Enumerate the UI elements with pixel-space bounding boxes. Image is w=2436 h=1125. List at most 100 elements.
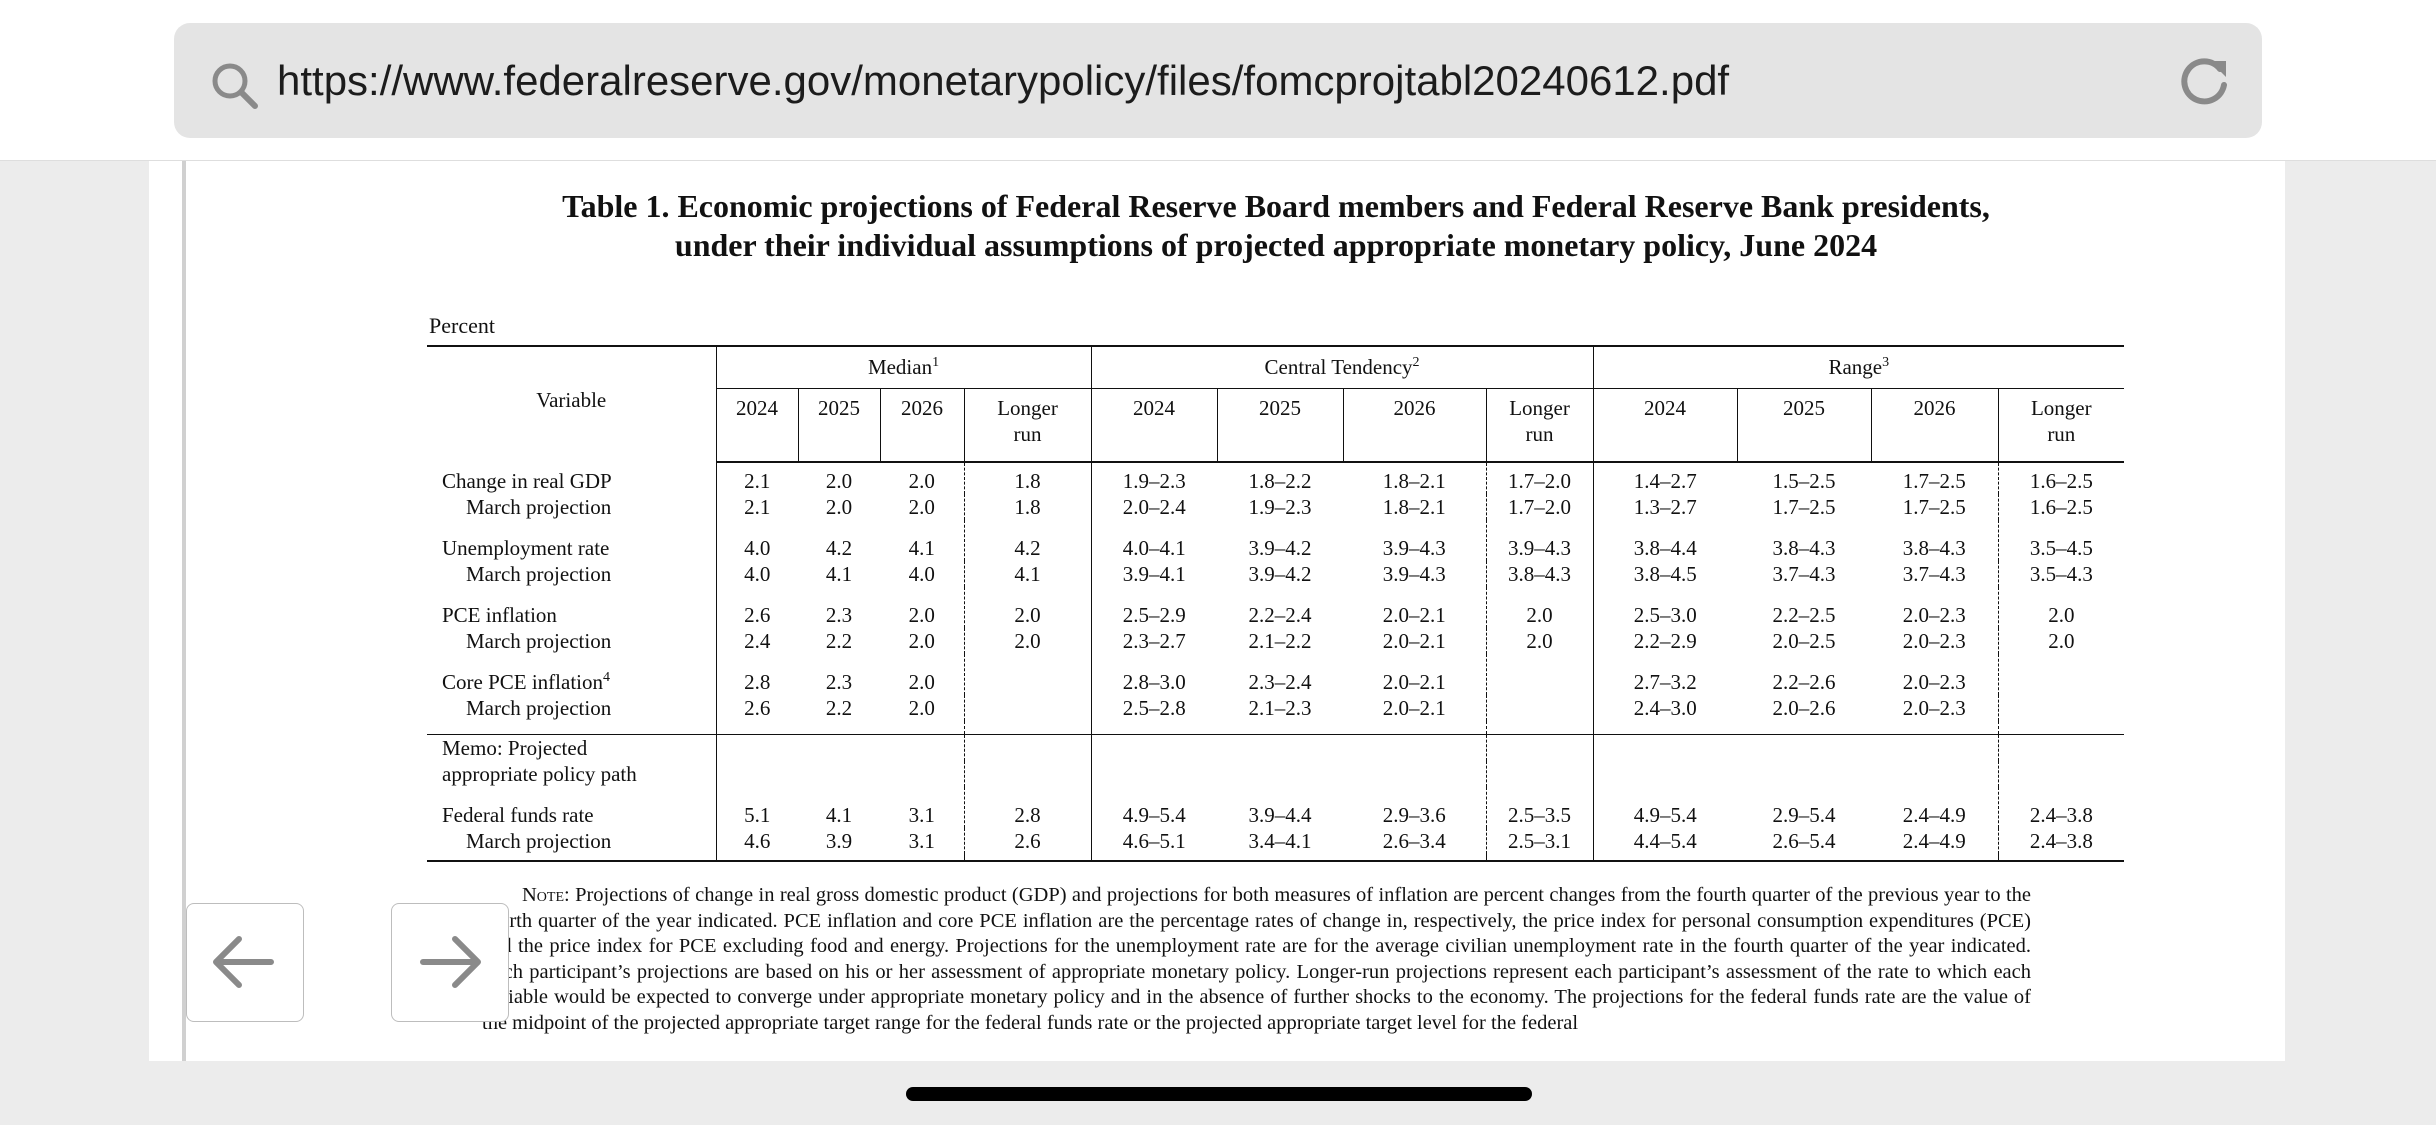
value-cell: 2.1 (715, 462, 798, 494)
column-name: 2024 (1133, 396, 1176, 420)
column-name: Longer run (1509, 396, 1570, 446)
back-button[interactable] (186, 903, 304, 1022)
spacer (1343, 721, 1486, 734)
spacer (880, 721, 964, 734)
group-header: Median1 (715, 346, 1092, 389)
value-cell: 2.0 (908, 696, 935, 720)
value-cell: 2.0 (1485, 587, 1594, 628)
url-text[interactable]: https://www.federalreserve.gov/monetaryp… (277, 57, 1730, 104)
group-name: Median (867, 355, 933, 379)
column-header: Longer run (1485, 388, 1594, 463)
value-cell: 2.8 (963, 786, 1092, 828)
value-cell: 3.8–4.3 (1902, 536, 1966, 560)
value-cell: 3.9–4.4 (1248, 802, 1312, 827)
note-lead: Note: (522, 884, 570, 906)
value-cell: 4.1 (825, 802, 853, 827)
value-cell: 1.8 (963, 494, 1092, 520)
value-cell: 2.3–2.4 (1248, 670, 1312, 694)
empty-cell (798, 733, 880, 761)
value-cell: 3.9–4.2 (1248, 562, 1312, 586)
value-cell: 2.0–2.3 (1902, 696, 1966, 720)
value-cell: 2.5–3.0 (1592, 587, 1738, 628)
spacer (1997, 853, 2125, 861)
empty-cell (1485, 733, 1594, 761)
empty-cell (715, 760, 798, 787)
column-name: 2026 (901, 396, 943, 420)
spacer-row (427, 721, 2125, 734)
value-cell: 2.0–2.1 (1382, 603, 1446, 627)
value-cell: 2.0–2.1 (1382, 696, 1446, 720)
column-name: Longer run (997, 396, 1058, 446)
value-cell: 1.5–2.5 (1772, 469, 1836, 493)
row-label-text: Unemployment rate (442, 536, 610, 560)
value-cell: 1.7–2.5 (1902, 495, 1966, 519)
forward-button[interactable] (391, 903, 509, 1022)
value-cell: 2.0 (1997, 587, 2125, 628)
note-text: Projections of change in real gross dome… (482, 884, 2031, 1034)
footnote-mark: 3 (1882, 355, 1890, 370)
empty-cell (1090, 733, 1218, 761)
table-header: Variable Median1 Central Tendency2 Range3 20… (427, 346, 2125, 463)
value-cell: 2.1–2.2 (1248, 629, 1312, 653)
column-header: Longer run (1997, 388, 2125, 463)
reload-button[interactable] (2178, 55, 2232, 109)
spacer (1871, 721, 1998, 734)
empty-cell (1997, 760, 2125, 787)
table-row: PCE inflation 2.6 2.3 2.0 2.0 2.5–2.9 2.2–2.4 2… (427, 587, 2125, 628)
spacer (1592, 853, 1738, 861)
spacer (715, 721, 798, 734)
row-label: March projection (427, 828, 716, 854)
value-cell: 3.4–4.1 (1248, 828, 1312, 853)
row-label-text: Core PCE inflation (442, 670, 603, 694)
value-cell: 2.2 (825, 629, 853, 653)
value-cell: 2.4–4.9 (1902, 828, 1966, 853)
value-cell: 1.3–2.7 (1592, 494, 1738, 520)
value-cell: 2.0 (963, 587, 1092, 628)
value-cell: 3.9 (825, 828, 853, 853)
table-row: March projection 2.6 2.2 2.0 2.5–2.8 2.1–2.3 2… (427, 695, 2125, 721)
empty-cell (1343, 761, 1486, 787)
value-cell: 4.2 (963, 520, 1092, 561)
back-arrow (213, 936, 274, 988)
value-cell: 2.3 (825, 603, 853, 627)
table-row: March projection 2.4 2.2 2.0 2.0 2.3–2.7 2.1–2… (427, 628, 2125, 654)
value-cell: 4.6–5.1 (1090, 827, 1218, 854)
header-row: Variable Median1 Central Tendency2 Range3 (427, 346, 2125, 412)
row-label: March projection (427, 561, 716, 587)
row-label: PCE inflation (427, 587, 716, 628)
table-row: March projection 4.0 4.1 4.0 4.1 3.9–4.1 3.9–4… (427, 561, 2125, 587)
value-cell: 2.0 (825, 495, 853, 519)
value-cell: 1.4–2.7 (1592, 462, 1738, 494)
column-header: 2025 (1736, 388, 1872, 463)
value-cell (963, 654, 1092, 695)
column-name: 2026 (1913, 396, 1956, 420)
value-cell (1485, 695, 1594, 721)
column-name: 2025 (1783, 396, 1826, 420)
row-label-text: March projection (466, 696, 612, 720)
address-bar[interactable]: https://www.federalreserve.gov/monetaryp… (174, 23, 2262, 138)
column-name: 2024 (736, 396, 778, 420)
row-label: March projection (427, 628, 716, 654)
empty-cell (1997, 733, 2125, 761)
value-cell (1997, 654, 2125, 695)
projections-table: Variable Median1 Central Tendency2 Range3 20… (427, 345, 2125, 862)
value-cell: 3.7–4.3 (1902, 562, 1966, 586)
value-cell: 2.1 (715, 494, 798, 520)
row-label: Unemployment rate (427, 520, 716, 561)
value-cell: 2.1–2.3 (1248, 696, 1312, 720)
value-cell: 4.0 (908, 562, 935, 586)
value-cell: 2.0–2.5 (1772, 629, 1836, 653)
spacer (963, 721, 1092, 734)
value-cell: 2.0 (963, 628, 1092, 654)
table-row: Memo: Projected (427, 733, 2125, 761)
footnote-mark: 1 (932, 355, 940, 370)
empty-cell (1871, 733, 1999, 761)
value-cell: 4.0 (715, 561, 798, 587)
column-header: 2024 (1592, 388, 1738, 463)
spacer (1217, 721, 1343, 734)
column-header: 2024 (1090, 388, 1218, 463)
table-row: March projection 2.1 2.0 2.0 1.8 2.0–2.4 1.9–2… (427, 494, 2125, 520)
value-cell: 2.5–3.1 (1485, 827, 1594, 854)
value-cell: 4.6 (715, 827, 798, 854)
